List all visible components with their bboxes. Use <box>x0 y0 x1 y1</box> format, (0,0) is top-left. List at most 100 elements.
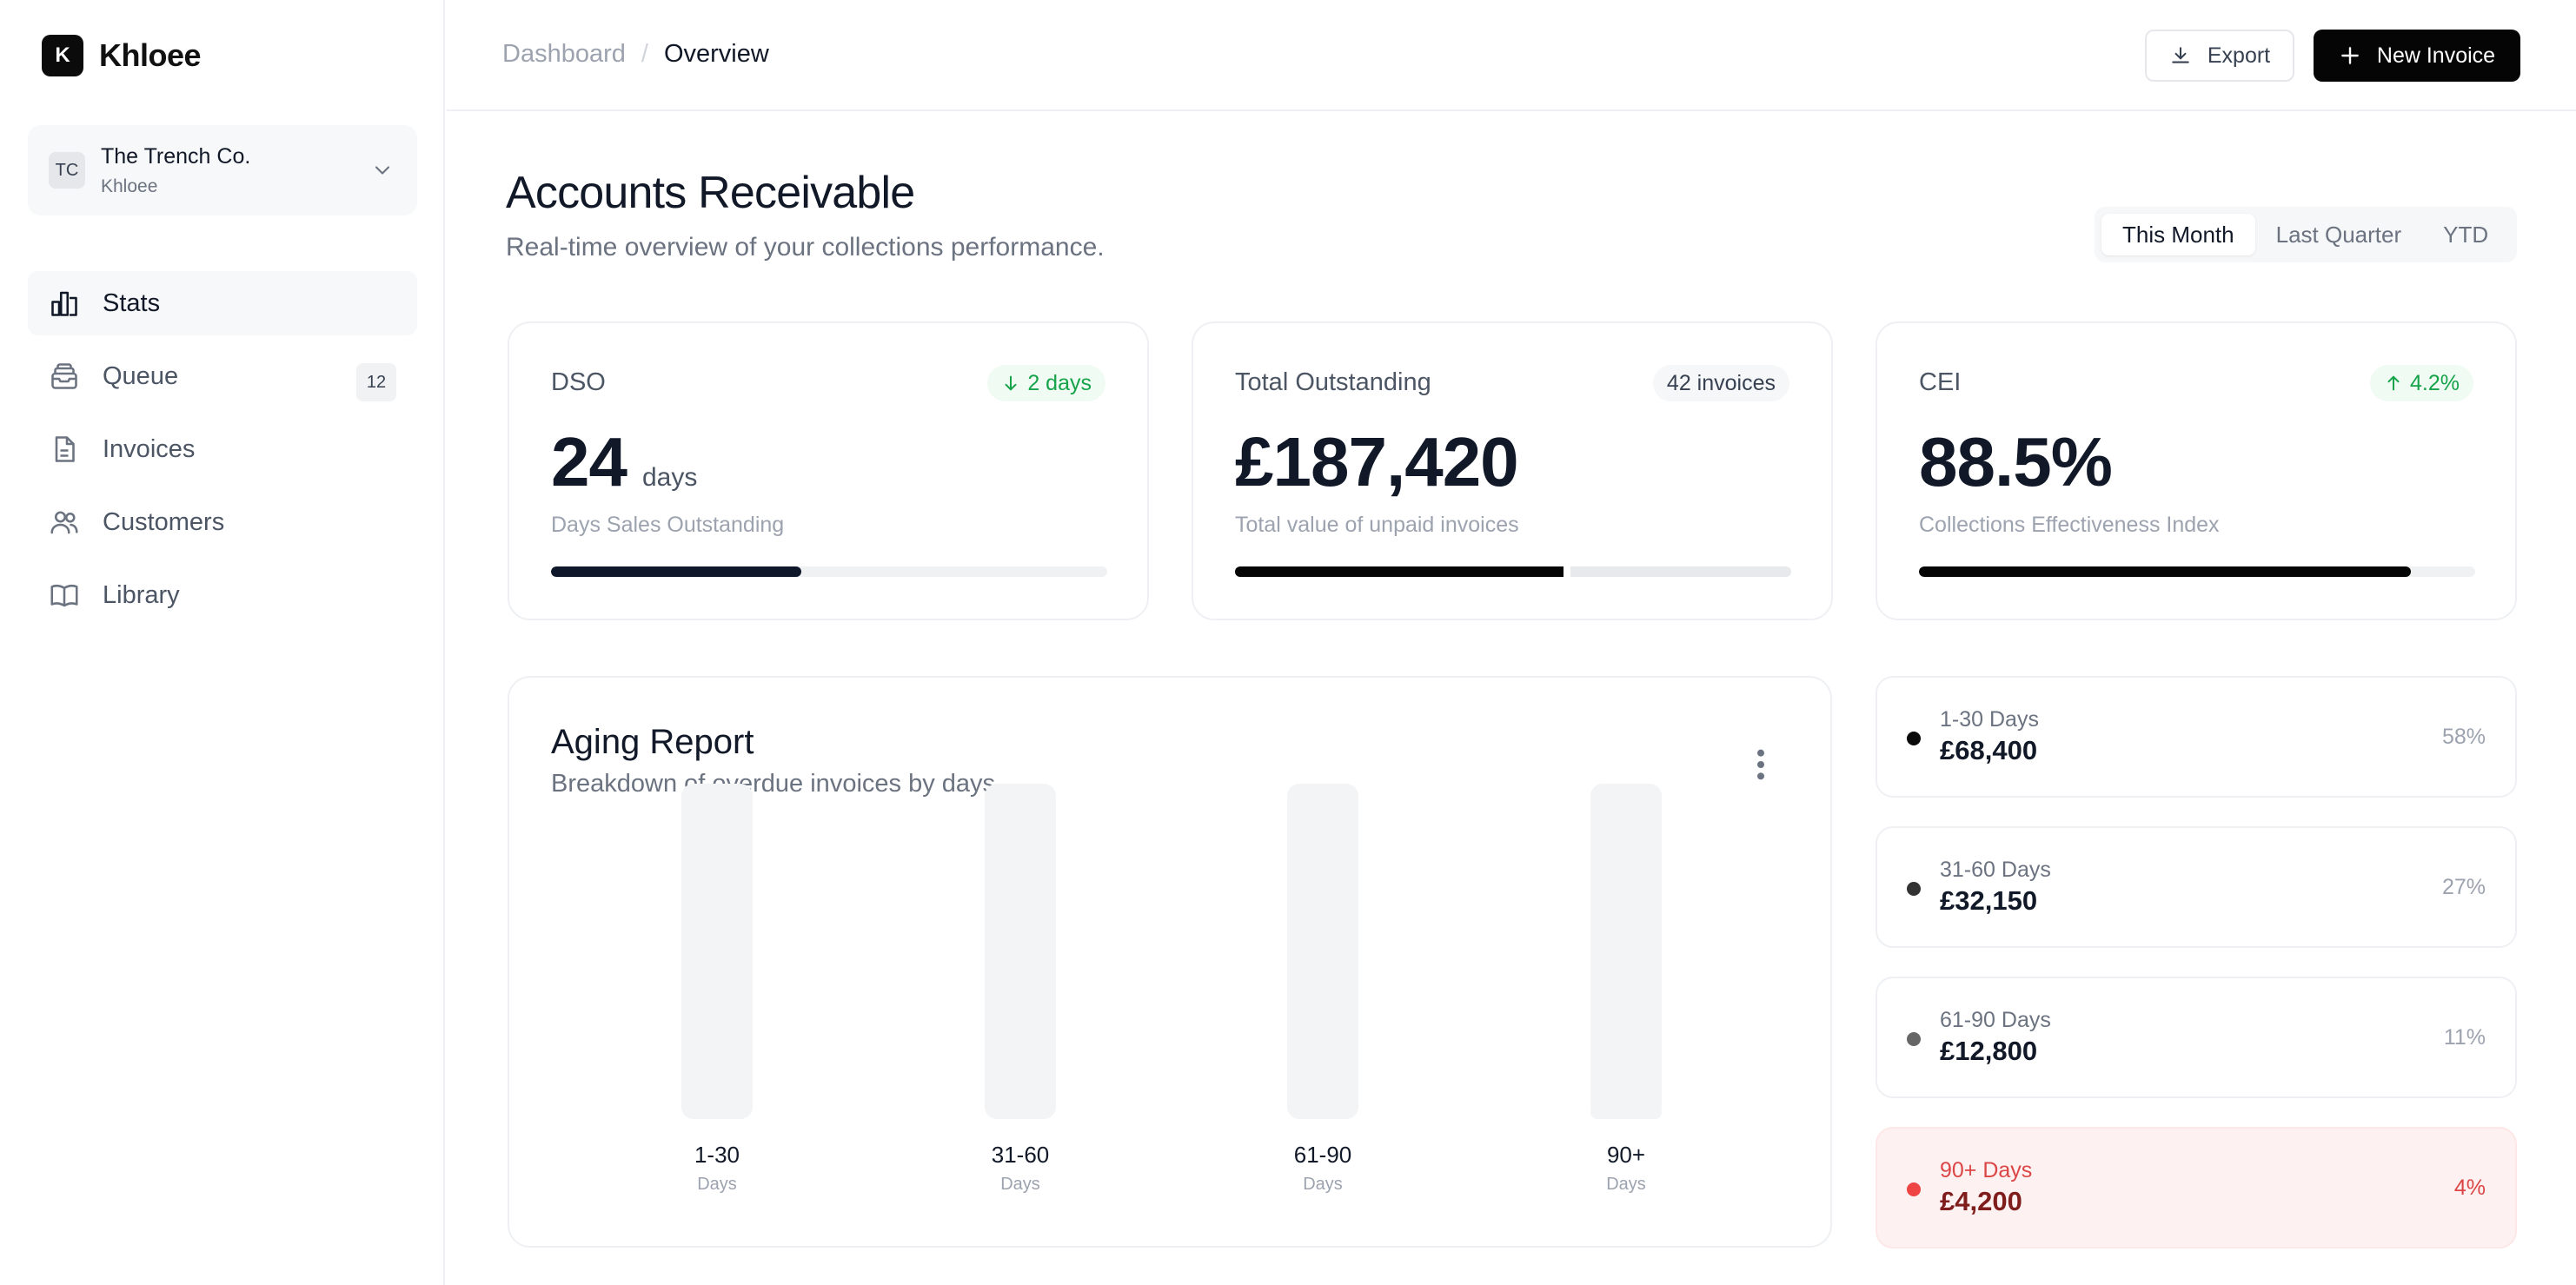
aging-bucket-1-30[interactable]: 1-30 Days £68,400 58% <box>1876 676 2517 798</box>
period-last-quarter[interactable]: Last Quarter <box>2275 221 2402 248</box>
bucket-amount: £4,200 <box>1940 1186 2022 1216</box>
breadcrumb: Dashboard / Overview <box>502 40 769 69</box>
document-icon <box>49 434 80 465</box>
aging-report-title: Aging Report <box>551 723 754 761</box>
bar-chart-icon <box>49 288 80 319</box>
page-subtitle: Real-time overview of your collections p… <box>506 233 1105 262</box>
sidebar-item-stats[interactable]: Stats <box>28 271 417 335</box>
aging-bar-61-90[interactable] <box>1287 784 1358 1119</box>
trend-badge: 2 days <box>987 365 1105 401</box>
aging-bar-fill <box>985 1028 1056 1119</box>
kpi-card-outstanding: Total Outstanding 42 invoices £187,420 T… <box>1192 321 1833 620</box>
bucket-amount: £68,400 <box>1940 735 2038 765</box>
page-title: Accounts Receivable <box>506 168 915 218</box>
kpi-number: 88.5% <box>1919 423 2113 500</box>
trend-badge: 4.2% <box>2370 365 2473 401</box>
sidebar-item-library[interactable]: Library <box>28 563 417 627</box>
kpi-value: £187,420 <box>1235 422 1519 502</box>
period-switcher: This Month Last Quarter YTD <box>2095 207 2517 262</box>
aging-bar-label: 61-90 <box>1293 1142 1352 1168</box>
aging-bar-sublabel: Days <box>1303 1175 1343 1194</box>
period-ytd[interactable]: YTD <box>2443 221 2489 248</box>
sidebar-nav: Stats Queue 12 Invoices Customers Libr <box>28 271 417 636</box>
inbox-stack-icon <box>49 361 80 392</box>
sidebar-item-label: Stats <box>103 288 161 317</box>
sidebar-item-invoices[interactable]: Invoices <box>28 417 417 481</box>
aging-bar-31-60[interactable] <box>985 784 1056 1119</box>
book-icon <box>49 580 80 611</box>
breadcrumb-separator: / <box>641 40 648 68</box>
org-avatar: TC <box>49 152 85 189</box>
org-name: The Trench Co. <box>101 143 251 169</box>
bucket-percent: 58% <box>2441 725 2486 749</box>
progress-fill <box>1919 566 2412 577</box>
org-subtitle: Khloee <box>101 176 158 196</box>
bucket-label: 1-30 Days <box>1940 707 2039 732</box>
aging-bucket-61-90[interactable]: 61-90 Days £12,800 11% <box>1876 977 2517 1098</box>
aging-report-subtitle: Breakdown of overdue invoices by days <box>551 770 996 798</box>
brand[interactable]: K Khloee <box>42 35 202 76</box>
arrow-up-icon <box>2387 375 2400 391</box>
users-icon <box>49 507 80 538</box>
bucket-dot <box>1907 1032 1921 1046</box>
brand-name: Khloee <box>99 37 202 73</box>
sidebar-item-label: Queue <box>103 361 179 390</box>
bucket-amount: £32,150 <box>1940 885 2038 916</box>
plus-icon <box>2339 44 2361 67</box>
trend-badge-text: 4.2% <box>2410 370 2460 395</box>
bucket-percent: 27% <box>2441 875 2486 899</box>
kpi-value: 24 days <box>551 422 697 502</box>
export-button[interactable]: Export <box>2145 30 2294 82</box>
kpi-description: Total value of unpaid invoices <box>1235 513 1519 537</box>
kpi-number: 24 <box>551 423 627 500</box>
aging-bucket-90-plus[interactable]: 90+ Days £4,200 4% <box>1876 1127 2517 1249</box>
org-switcher[interactable]: TC The Trench Co. Khloee <box>28 125 417 215</box>
aging-bar-label: 90+ <box>1606 1142 1646 1168</box>
brand-logo: K <box>42 35 83 76</box>
more-vertical-icon[interactable] <box>1754 747 1768 782</box>
kpi-number: £187,420 <box>1235 423 1519 500</box>
aging-bar-fill <box>1287 1082 1358 1119</box>
kpi-description: Collections Effectiveness Index <box>1919 513 2220 537</box>
breadcrumb-dashboard[interactable]: Dashboard <box>502 40 626 68</box>
aging-bar-fill <box>681 924 753 1119</box>
period-this-month[interactable]: This Month <box>2101 214 2255 255</box>
sidebar-item-customers[interactable]: Customers <box>28 490 417 554</box>
aging-bar-90-plus[interactable] <box>1590 784 1662 1119</box>
bucket-label: 90+ Days <box>1940 1158 2033 1182</box>
aging-bar-fill <box>1590 1105 1662 1119</box>
kpi-card-dso: DSO 2 days 24 days Days Sales Outstandin… <box>508 321 1149 620</box>
chevron-down-icon <box>375 166 390 175</box>
progress-bar <box>1919 566 2475 577</box>
kpi-description: Days Sales Outstanding <box>551 513 785 537</box>
aging-bar-label: 1-30 <box>694 1142 740 1168</box>
progress-fill <box>1235 566 1564 577</box>
kpi-label: DSO <box>551 368 606 396</box>
bucket-label: 61-90 Days <box>1940 1008 2051 1032</box>
aging-report-card: Aging Report Breakdown of overdue invoic… <box>508 676 1832 1248</box>
kpi-unit: days <box>641 463 698 492</box>
aging-bar-sublabel: Days <box>1606 1175 1646 1194</box>
bucket-dot <box>1907 882 1921 896</box>
progress-fill <box>551 566 801 577</box>
kpi-value: 88.5% <box>1919 422 2113 502</box>
bucket-amount: £12,800 <box>1940 1036 2038 1066</box>
sidebar-item-label: Invoices <box>103 434 196 463</box>
breadcrumb-current: Overview <box>663 40 769 68</box>
sidebar-item-queue[interactable]: Queue 12 <box>28 344 417 408</box>
topbar: Dashboard / Overview Export New Invoice <box>447 0 2576 111</box>
export-label: Export <box>2207 43 2271 68</box>
new-invoice-label: New Invoice <box>2376 43 2496 68</box>
queue-count-badge: 12 <box>356 363 396 401</box>
bucket-dot <box>1907 732 1921 745</box>
bucket-percent: 4% <box>2453 1176 2486 1200</box>
trend-badge-text: 2 days <box>1027 370 1092 395</box>
aging-bucket-31-60[interactable]: 31-60 Days £32,150 27% <box>1876 826 2517 948</box>
bucket-percent: 11% <box>2443 1025 2486 1050</box>
progress-bar <box>1235 566 1791 577</box>
kpi-label: CEI <box>1919 368 1962 396</box>
sidebar: K Khloee TC The Trench Co. Khloee Stats … <box>0 0 445 1285</box>
new-invoice-button[interactable]: New Invoice <box>2314 30 2520 82</box>
aging-bar-sublabel: Days <box>1000 1175 1040 1194</box>
aging-bar-1-30[interactable] <box>681 784 753 1119</box>
